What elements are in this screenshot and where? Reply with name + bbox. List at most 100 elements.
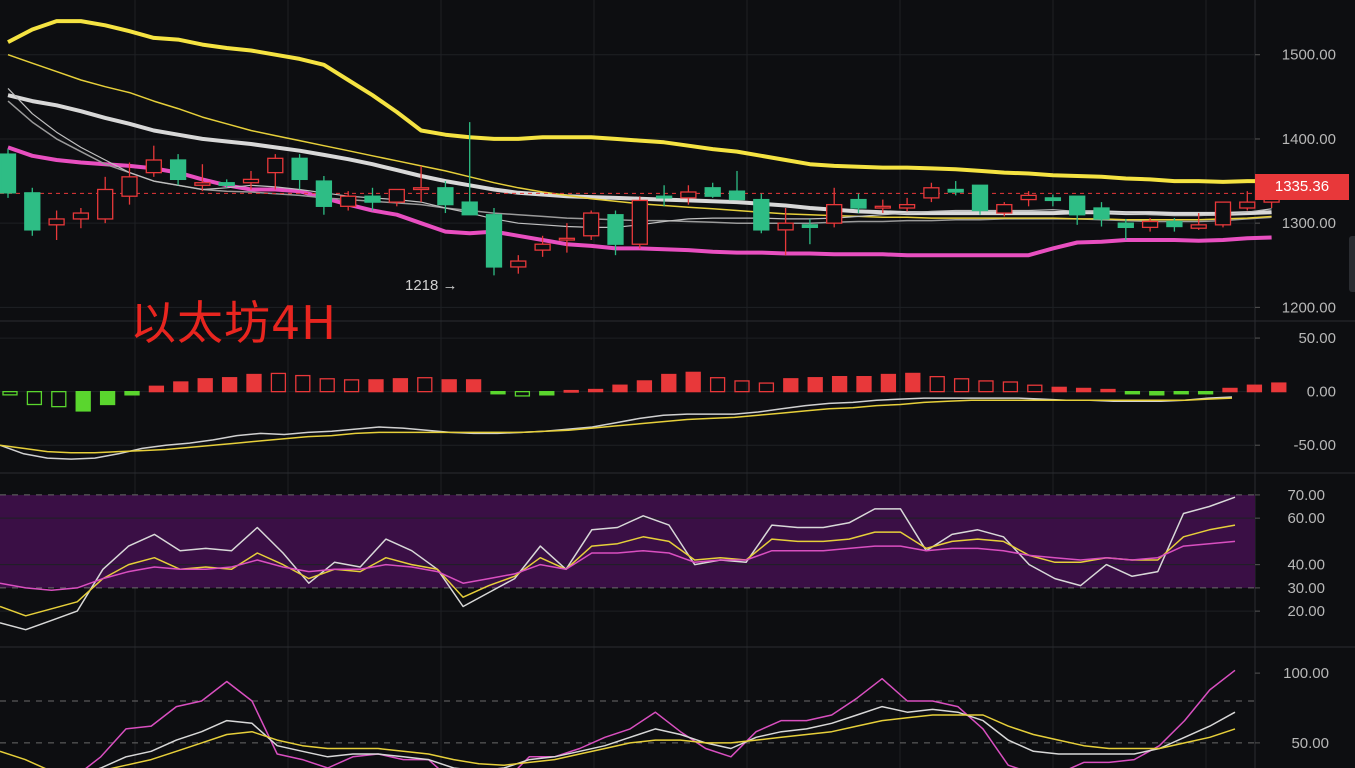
rsi-line-fast <box>0 496 1236 631</box>
candle-body <box>72 212 90 220</box>
candle-body <box>194 182 211 186</box>
macd-histogram-bar <box>368 379 384 393</box>
candle-body <box>510 260 527 268</box>
macd-histogram-bar <box>709 377 726 393</box>
macd-histogram-bar <box>1271 382 1287 393</box>
kdj-tick-label-0: 100.00 <box>1283 665 1329 682</box>
macd-histogram-bar <box>612 384 628 393</box>
candle-body <box>218 182 235 186</box>
candle-body <box>753 198 770 231</box>
macd-histogram-bar <box>563 389 579 393</box>
candle-body <box>1141 220 1159 229</box>
candle-body <box>267 157 284 174</box>
candle-body <box>145 159 162 174</box>
macd-histogram-bar <box>1075 387 1092 393</box>
macd-tick-label-2: -50.00 <box>1293 437 1336 454</box>
rsi-tick-label-1: 60.00 <box>1287 510 1325 527</box>
macd-tick-label-1: 0.00 <box>1307 384 1336 401</box>
candle-body <box>583 212 600 237</box>
price-tick-label-1: 1400.00 <box>1282 131 1336 148</box>
kdj-d-line <box>0 714 1236 768</box>
current-price-badge: 1335.36 <box>1255 174 1349 200</box>
macd-histogram-bar <box>685 371 701 393</box>
candle-body <box>97 188 114 220</box>
macd-histogram-bar <box>636 380 653 393</box>
candle-body <box>437 187 454 206</box>
rsi-line-slow <box>0 540 1236 591</box>
candle-body <box>923 187 940 199</box>
macd-histogram-bar <box>75 390 91 412</box>
candle-body <box>874 205 891 209</box>
candle-body <box>412 187 430 191</box>
candle-body <box>315 180 333 207</box>
macd-histogram-bar <box>807 377 823 393</box>
macd-histogram-bar <box>2 390 18 396</box>
rsi-tick-label-0: 70.00 <box>1287 487 1325 504</box>
price-tick-label-0: 1500.00 <box>1282 47 1336 64</box>
candle-body <box>996 203 1013 214</box>
candle-body <box>680 191 697 199</box>
macd-histogram-bar <box>734 380 750 393</box>
candle-body <box>48 218 65 226</box>
macd-histogram-bar <box>978 380 994 393</box>
macd-histogram-bar <box>319 378 335 393</box>
rsi-tick-label-2: 40.00 <box>1287 557 1325 574</box>
macd-histogram-bar <box>953 378 970 393</box>
macd-histogram-bar <box>1173 390 1189 395</box>
macd-histogram-bar <box>905 372 921 393</box>
macd-histogram-bar <box>1051 386 1067 393</box>
side-scroll-tab[interactable] <box>1349 236 1355 292</box>
macd-histogram-bar <box>465 379 482 393</box>
candle-body <box>704 187 721 197</box>
candle-body <box>558 237 576 241</box>
macd-histogram-bar <box>441 379 457 393</box>
candle-body <box>777 222 794 231</box>
macd-histogram-bar <box>1197 390 1214 395</box>
macd-histogram-bar <box>490 390 506 395</box>
candle-body <box>1069 195 1086 216</box>
macd-histogram-bar <box>51 390 67 408</box>
candle-body <box>24 192 41 231</box>
candle-body <box>1093 207 1110 220</box>
price-tick-label-2: 1300.00 <box>1282 215 1336 232</box>
macd-histogram-bar <box>197 378 213 393</box>
macd-histogram-bar <box>1002 381 1019 393</box>
candle-body <box>898 203 916 209</box>
candle-body <box>169 159 187 181</box>
price-tick-label-3: 1200.00 <box>1282 299 1336 316</box>
candle-body <box>971 184 989 212</box>
low-price-marker: 1218 → <box>405 277 458 294</box>
macd-histogram-bar <box>587 388 604 393</box>
macd-histogram-bar <box>661 373 677 393</box>
candle-body <box>1020 194 1037 201</box>
candle-body <box>485 214 503 268</box>
candle-body <box>242 178 260 184</box>
macd-histogram-bar <box>246 373 262 393</box>
candle-body <box>1239 201 1256 209</box>
macd-histogram-bar <box>514 390 531 397</box>
macd-histogram-bar <box>295 374 311 393</box>
rsi-tick-label-4: 20.00 <box>1287 603 1325 620</box>
macd-histogram-bar <box>1027 384 1043 393</box>
macd-histogram-bar <box>929 375 945 393</box>
macd-dif-line <box>0 396 1233 460</box>
macd-histogram-bar <box>221 377 238 393</box>
candle-body <box>0 153 17 194</box>
macd-histogram-bar <box>270 372 287 393</box>
kdj-k-line <box>98 705 1236 768</box>
candle-body <box>291 157 308 181</box>
candle-body <box>850 198 867 209</box>
macd-histogram-bar <box>417 377 433 393</box>
chart-overlay-title: 以太坊4H <box>130 296 337 350</box>
macd-histogram-bar <box>1100 388 1116 393</box>
macd-histogram-bar <box>1246 384 1263 393</box>
macd-histogram-bar <box>148 385 165 393</box>
macd-histogram-bar <box>124 390 140 396</box>
macd-histogram-bar <box>26 390 43 406</box>
macd-histogram-bar <box>173 381 189 393</box>
candle-body <box>364 195 381 203</box>
candle-body <box>826 203 843 224</box>
macd-histogram-bar <box>392 378 409 393</box>
macd-histogram-bar <box>1124 390 1141 395</box>
